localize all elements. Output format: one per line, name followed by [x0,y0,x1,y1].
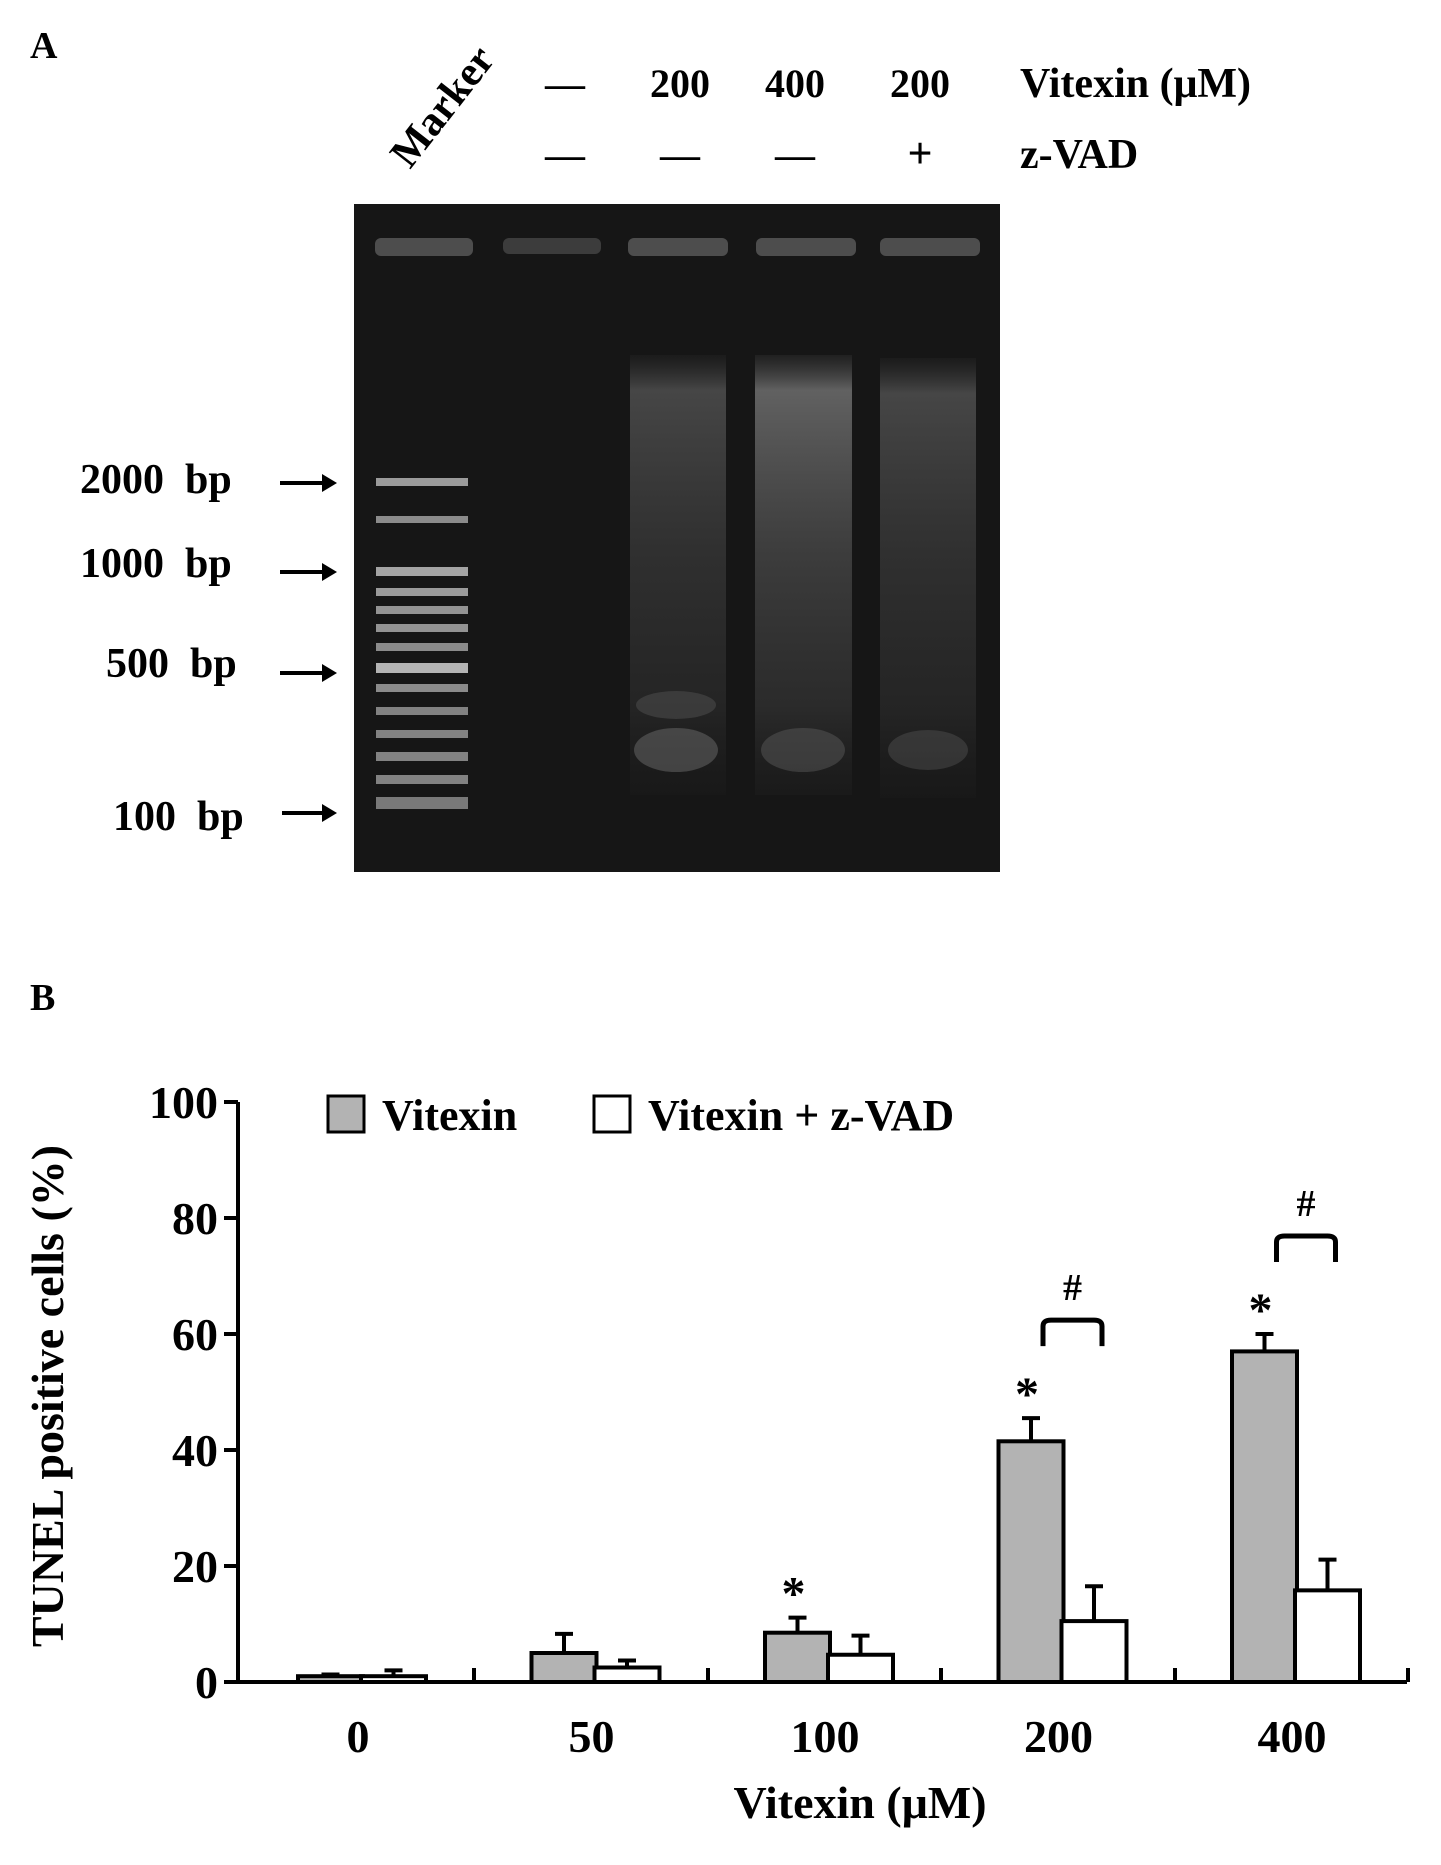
bar-zvad-100 [826,1652,895,1684]
gel-image [354,204,1000,872]
x-tick-label-0: 0 [347,1711,370,1762]
x-axis-title: Vitexin (μM) [733,1777,986,1828]
significance-hash-400: # [1297,1183,1316,1225]
size-marker-1000: 1000 bp [80,541,232,587]
significance-star-400: * [1249,1284,1273,1337]
significance-bracket-200 [1040,1317,1105,1347]
bar-zvad-0 [359,1674,428,1684]
y-tick-label-40: 40 [172,1425,218,1476]
bar-zvad-50 [592,1665,662,1684]
lane-1-vitexin: — [544,61,586,106]
size-marker-2000: 2000 bp [80,457,232,503]
size-marker-100: 100 bp [113,794,244,840]
marker-lane-label: Marker [382,38,504,177]
lane-4-vitexin: 200 [890,61,950,106]
y-tick-label-80: 80 [172,1193,218,1244]
panel-b-label: B [30,977,55,1019]
lane-1-zvad: — [544,132,586,177]
y-tick-label-20: 20 [172,1541,218,1592]
x-tick-label-400: 400 [1258,1711,1327,1762]
plot-area: 0 20 40 60 80 100 0 50 100 * 200 * 400 * # # [149,1077,1410,1762]
x-tick-label-100: 100 [791,1711,860,1762]
lane-3-vitexin: 400 [765,61,825,106]
zvad-row-label: z-VAD [1020,132,1138,178]
bar-vitexin-0 [296,1674,365,1684]
legend: Vitexin Vitexin + z-VAD [326,1091,954,1140]
vitexin-row-label: Vitexin (μM) [1020,61,1251,107]
y-tick-label-60: 60 [172,1309,218,1360]
legend-label-zvad: Vitexin + z-VAD [648,1091,954,1140]
bar-vitexin-100 [763,1630,832,1684]
y-tick-label-100: 100 [149,1077,218,1128]
y-axis-title: TUNEL positive cells (%) [22,1145,73,1647]
x-tick-label-50: 50 [569,1711,615,1762]
significance-bracket-400 [1274,1233,1338,1262]
legend-swatch-zvad [592,1094,632,1134]
bar-vitexin-50 [529,1651,599,1684]
significance-star-200: * [1015,1368,1039,1421]
y-tick-label-0: 0 [195,1657,218,1708]
bar-vitexin-400 [1230,1349,1299,1685]
significance-hash-200: # [1063,1267,1082,1309]
lane-3-zvad: — [774,132,816,177]
x-tick-label-200: 200 [1024,1711,1093,1762]
lane-2-vitexin: 200 [650,61,710,106]
legend-label-vitexin: Vitexin [382,1091,517,1140]
size-marker-500: 500 bp [106,641,237,687]
lane-4-zvad: + [907,129,932,178]
bar-vitexin-200 [996,1439,1066,1685]
legend-swatch-vitexin [326,1094,366,1134]
bar-zvad-200 [1059,1619,1129,1684]
lane-2-zvad: — [659,132,701,177]
panel-a-label: A [30,25,58,67]
significance-star-100: * [782,1568,806,1621]
bar-zvad-400 [1293,1588,1362,1684]
size-marker-arrows [280,474,337,822]
